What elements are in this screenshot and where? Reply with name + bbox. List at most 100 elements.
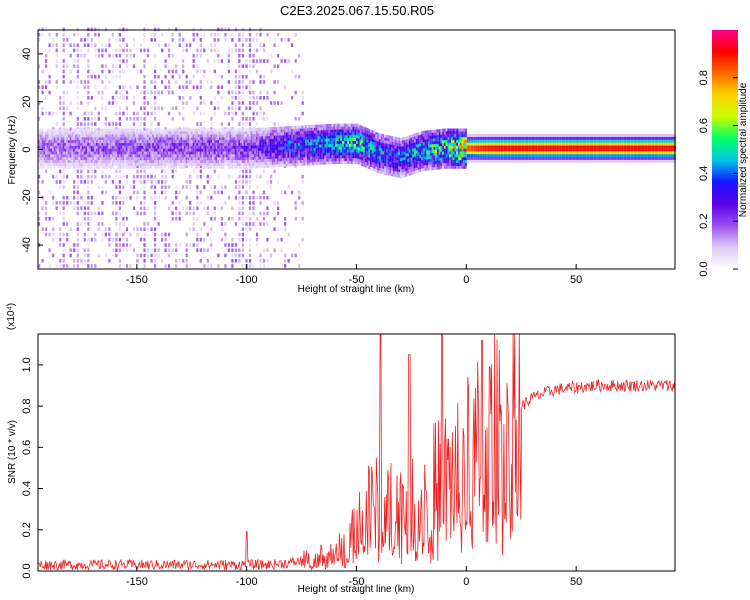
spectrogram-cell <box>451 157 453 161</box>
spectrogram-cell <box>308 133 311 137</box>
spectrogram-cell <box>482 154 485 157</box>
spectrogram-cell <box>407 135 409 139</box>
spectrogram-cell <box>424 147 427 151</box>
spectrogram-cell <box>83 85 86 89</box>
spectrogram-cell <box>292 134 295 138</box>
spectrogram-cell <box>87 111 90 116</box>
spectrogram-cell <box>238 69 241 74</box>
spectrogram-cell <box>131 134 133 138</box>
spectrogram-cell <box>120 151 123 155</box>
spectrogram-cell <box>87 128 89 132</box>
spectrogram-cell <box>59 232 62 237</box>
spectrogram-cell <box>287 143 290 147</box>
spectrogram-cell <box>435 129 437 133</box>
spectrogram-cell <box>347 123 350 127</box>
spectrogram-cell <box>370 164 372 167</box>
spectrogram-cell <box>175 128 177 132</box>
spectrogram-cell <box>250 136 253 140</box>
spectrogram-cell <box>83 160 86 163</box>
spectrogram-cell <box>131 165 133 169</box>
spectrogram-cell <box>240 131 242 135</box>
spectrogram-cell <box>48 32 51 37</box>
spectrogram-cell <box>233 157 235 161</box>
spectrogram-cell <box>220 206 223 210</box>
spectrogram-cell <box>465 160 467 163</box>
spectrogram-cell <box>69 145 72 149</box>
spectrogram-cell <box>197 131 200 135</box>
spectrogram-cell <box>94 74 97 79</box>
spectrogram-cell <box>215 139 218 143</box>
spectrogram-cell <box>124 142 126 146</box>
spectrogram-cell <box>270 127 272 131</box>
spectrogram-cell <box>217 253 220 258</box>
spectrogram-cell <box>118 38 121 42</box>
spectrogram-cell <box>273 132 276 136</box>
spectrogram-cell <box>294 140 297 144</box>
spectrogram-cell <box>171 139 174 143</box>
spectrogram-cell <box>255 128 258 131</box>
spectrogram-cell <box>308 153 311 157</box>
spectrogram-cell <box>73 154 75 158</box>
spectrogram-cell <box>226 154 228 158</box>
spectrogram-cell <box>486 148 488 152</box>
spectrogram-cell <box>154 80 157 84</box>
spectrogram-cell <box>76 174 79 179</box>
spectrogram-cell <box>178 96 181 100</box>
spectrogram-cell <box>87 264 90 268</box>
spectrogram-cell <box>347 129 350 133</box>
spectrogram-cell <box>319 144 321 148</box>
spectrogram-cell <box>41 106 44 111</box>
spectrogram-cell <box>266 141 269 145</box>
spectrogram-cell <box>224 185 227 189</box>
spectrogram-cell <box>350 152 353 156</box>
spectrogram-cell <box>259 142 262 146</box>
spectrogram-cell <box>203 134 205 138</box>
spectrogram-cell <box>238 162 241 166</box>
spectrogram-cell <box>238 211 241 216</box>
spectrogram-cell <box>312 150 314 154</box>
spectrogram-cell <box>52 216 55 221</box>
spectrogram-cell <box>431 158 434 162</box>
spectrogram-cell <box>238 59 241 63</box>
spectrogram-cell <box>122 139 125 143</box>
spectrogram-cell <box>171 148 174 152</box>
spectrogram-cell <box>378 141 381 145</box>
spectrogram-cell <box>231 174 234 179</box>
spectrogram-cell <box>39 165 42 169</box>
spectrogram-cell <box>192 64 195 68</box>
spectrogram-cell <box>389 161 392 165</box>
spectrogram-cell <box>66 90 69 95</box>
spectrogram-cell <box>80 157 82 161</box>
spectrogram-cell <box>124 137 126 141</box>
spectrogram-cell <box>45 162 47 166</box>
spectrogram-cell <box>46 137 49 141</box>
spectrogram-cell <box>373 145 376 149</box>
spectrogram-cell <box>59 259 62 263</box>
spectrogram-cell <box>185 180 188 184</box>
spectrogram-cell <box>371 130 374 134</box>
spectrogram-cell <box>335 146 337 150</box>
spectrogram-cell <box>393 136 395 140</box>
spectrogram-cell <box>57 154 60 158</box>
spectrogram-cell <box>292 137 295 141</box>
spectrogram-cell <box>190 131 193 135</box>
spectrogram-cell <box>83 180 86 184</box>
spectrogram-cell <box>141 165 144 169</box>
spectrogram-cell <box>315 153 318 157</box>
spectrogram-cell <box>255 148 258 151</box>
spectrogram-cell <box>99 157 102 161</box>
spectrogram-cell <box>342 135 344 139</box>
spectrogram-cell <box>224 38 227 42</box>
spectrogram-cell <box>449 145 451 149</box>
spectrogram-cell <box>401 163 404 167</box>
spectrogram-cell <box>164 169 167 174</box>
spectrogram-cell <box>201 131 204 135</box>
spectrogram-cell <box>87 96 90 100</box>
spectrogram-cell <box>139 237 143 242</box>
spectrogram-cell <box>255 142 258 146</box>
spectrogram-cell <box>259 145 262 148</box>
spectrogram-cell <box>76 165 79 169</box>
spectrogram-cell <box>162 142 165 146</box>
spectrogram-cell <box>125 64 129 68</box>
spectrogram-cell <box>111 53 114 58</box>
